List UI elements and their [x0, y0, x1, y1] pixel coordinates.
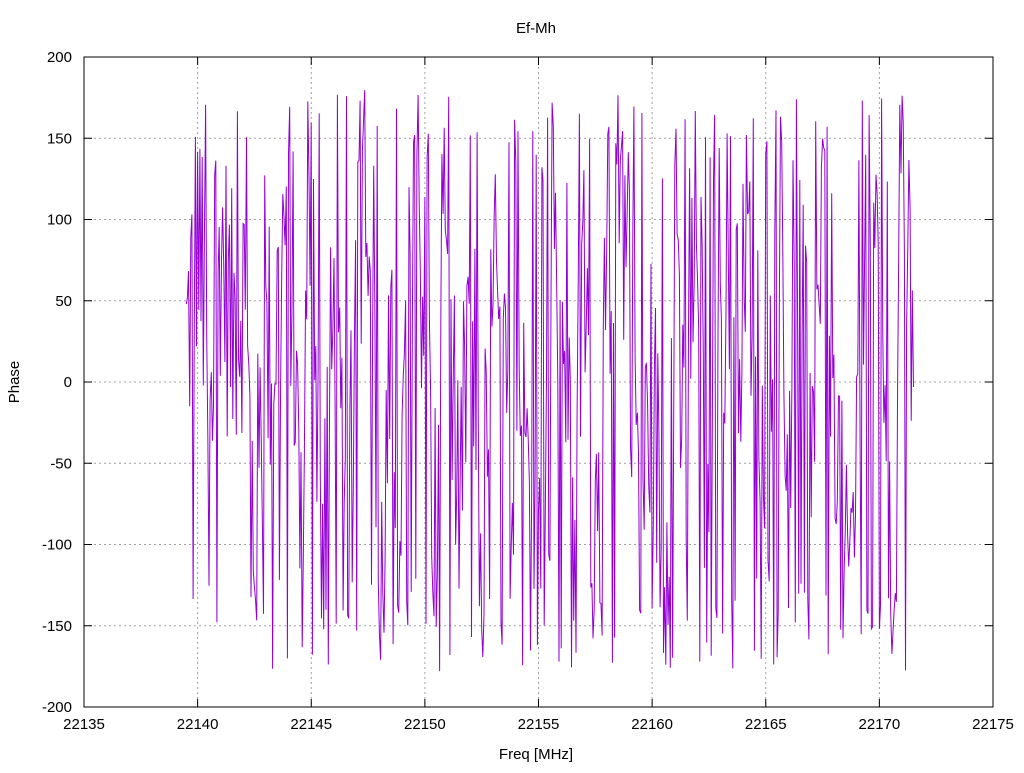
y-tick-label: 0	[64, 374, 72, 391]
chart-title: Ef-Mh	[516, 20, 556, 37]
x-tick-label: 22155	[518, 716, 560, 733]
x-tick-label: 22150	[404, 716, 446, 733]
y-tick-label: -50	[50, 455, 72, 472]
x-axis-label: Freq [MHz]	[499, 746, 573, 763]
y-tick-label: 50	[55, 293, 72, 310]
y-axis-label: Phase	[6, 361, 23, 404]
y-tick-label: 100	[47, 212, 72, 229]
x-tick-label: 22140	[177, 716, 219, 733]
y-tick-label: -150	[42, 618, 72, 635]
x-tick-label: 22165	[745, 716, 787, 733]
x-tick-label: 22145	[290, 716, 332, 733]
ticks: 22135 22140 22145 22150 22155 22160 22165 22170…	[42, 49, 1014, 733]
x-tick-label: 22170	[859, 716, 901, 733]
y-tick-label: 200	[47, 49, 72, 66]
x-tick-label: 22175	[972, 716, 1014, 733]
y-tick-label: -200	[42, 699, 72, 716]
y-tick-label: 150	[47, 130, 72, 147]
y-tick-label: -100	[42, 537, 72, 554]
series-line	[185, 90, 914, 672]
x-tick-label: 22135	[63, 716, 105, 733]
x-tick-label: 22160	[631, 716, 673, 733]
series-layer	[185, 90, 914, 672]
